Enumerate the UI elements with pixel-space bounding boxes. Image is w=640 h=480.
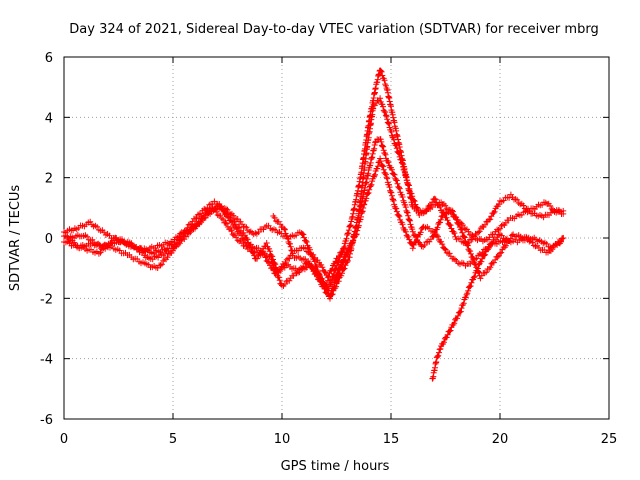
y-tick-label: 4 (45, 111, 53, 126)
series-markers (270, 213, 349, 281)
y-axis-label: SDTVAR / TECUs (8, 185, 23, 292)
series-track-5 (270, 213, 349, 281)
x-tick-label: 25 (601, 432, 618, 447)
series-track-4 (65, 95, 567, 302)
y-tick-label: -2 (40, 292, 53, 307)
series-track-6 (429, 231, 512, 382)
series-markers (429, 231, 512, 382)
y-tick-label: 6 (45, 51, 53, 66)
x-tick-label: 0 (60, 432, 68, 447)
x-axis-ticks: 0 5 10 15 20 25 (60, 57, 617, 447)
x-tick-label: 20 (492, 432, 509, 447)
y-tick-label: 0 (45, 232, 53, 247)
data-marks (61, 67, 567, 382)
y-axis-ticks: -6 -4 -2 0 2 4 6 (40, 51, 609, 428)
x-tick-label: 5 (169, 432, 177, 447)
series-track-1 (61, 67, 567, 290)
x-axis-label: GPS time / hours (281, 459, 390, 474)
y-tick-label: -4 (40, 353, 53, 368)
y-tick-label: -6 (40, 413, 53, 428)
series-markers (61, 67, 567, 290)
x-tick-label: 15 (383, 432, 400, 447)
series-markers (65, 95, 567, 302)
chart-title: Day 324 of 2021, Sidereal Day-to-day VTE… (69, 22, 598, 37)
x-tick-label: 10 (274, 432, 291, 447)
y-tick-label: 2 (45, 172, 53, 187)
